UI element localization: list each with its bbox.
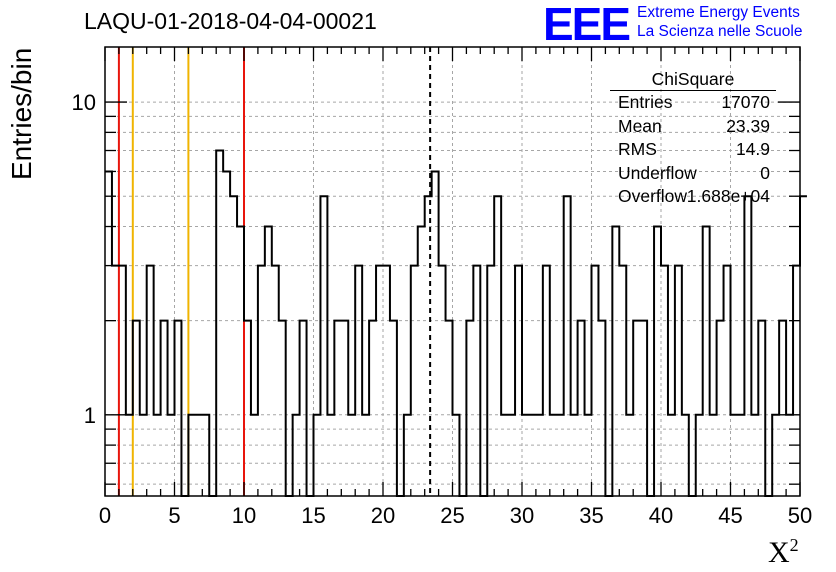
stats-title: ChiSquare: [610, 68, 776, 91]
stats-label: Overflow: [618, 186, 688, 206]
stats-row: Overflow 1.688e+04: [610, 185, 776, 209]
x-tick-label: 35: [579, 503, 603, 528]
eee-logo: EEE: [543, 0, 631, 50]
y-tick-label: 1: [84, 403, 96, 428]
stats-row: RMS 14.9: [610, 138, 776, 162]
chart-title: LAQU-01-2018-04-04-00021: [84, 8, 377, 34]
y-tick-label: 10: [72, 90, 96, 115]
logo-subtitle-2: La Scienza nelle Scuole: [637, 23, 803, 40]
x-tick-label: 40: [649, 503, 673, 528]
stats-label: Mean: [618, 115, 662, 136]
logo-subtitle-1: Extreme Energy Events: [637, 4, 800, 21]
x-tick-label: 50: [788, 503, 812, 528]
stats-value: 23.39: [726, 115, 770, 136]
stats-row: Underflow 0: [610, 162, 776, 186]
stats-value: 14.9: [735, 139, 770, 159]
axis-ticks: 0 5 10 15 20 25 30 35 40 45 50 1 10: [72, 47, 812, 528]
x-tick-label: 0: [99, 503, 111, 528]
stats-label: Underflow: [618, 162, 697, 183]
stats-value: 0: [760, 162, 770, 183]
stats-box: ChiSquare Entries 17070 Mean 23.39 RMS 14.9…: [610, 68, 776, 209]
stats-label: Entries: [618, 92, 673, 112]
x-tick-label: 10: [232, 503, 256, 528]
stats-value: 1.688e+04: [686, 186, 770, 206]
stats-row: Entries 17070: [610, 91, 776, 115]
x-axis-label: X2: [768, 535, 799, 569]
x-tick-label: 15: [301, 503, 325, 528]
stats-row: Mean 23.39: [610, 115, 776, 139]
x-tick-label: 45: [718, 503, 742, 528]
x-tick-label: 25: [440, 503, 464, 528]
x-tick-label: 5: [168, 503, 180, 528]
x-tick-label: 30: [510, 503, 534, 528]
stats-value: 17070: [721, 92, 770, 112]
stats-label: RMS: [618, 139, 657, 159]
y-axis-label: Entries/bin: [6, 47, 37, 180]
x-tick-label: 20: [371, 503, 395, 528]
